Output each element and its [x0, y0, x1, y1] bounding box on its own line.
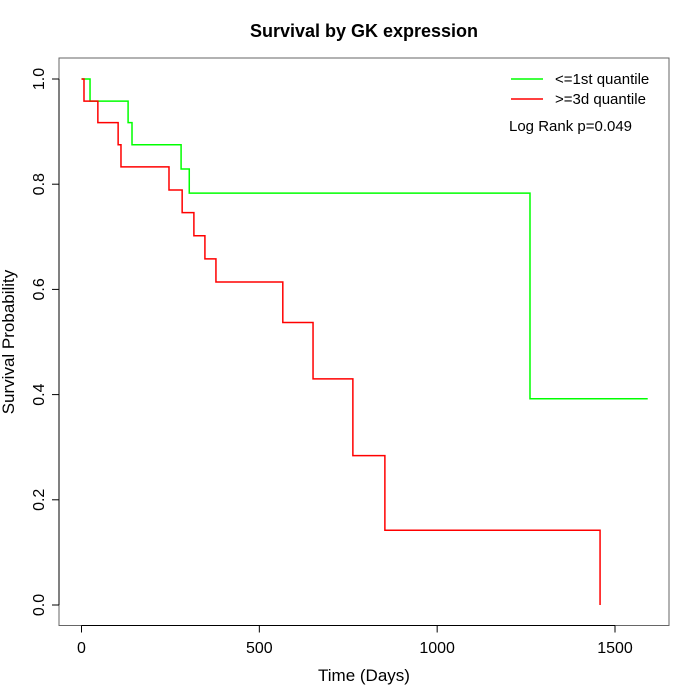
x-tick-label: 1000 — [419, 640, 455, 657]
plot-frame — [58, 57, 670, 626]
log-rank-annotation: Log Rank p=0.049 — [509, 118, 632, 135]
y-tick-label: 0.2 — [31, 489, 48, 511]
curve-high-quantile — [81, 78, 601, 605]
x-axis-label: Time (Days) — [318, 666, 410, 685]
y-tick-label: 0.0 — [31, 594, 48, 616]
chart-title: Survival by GK expression — [250, 21, 478, 41]
legend-label-low: <=1st quantile — [555, 71, 649, 88]
y-axis-label: Survival Probability — [0, 269, 18, 414]
y-axis: 0.0 0.2 0.4 0.6 0.8 1.0 — [31, 68, 60, 616]
y-tick-label: 1.0 — [31, 68, 48, 90]
y-tick-label: 0.8 — [31, 173, 48, 195]
legend-label-high: >=3d quantile — [555, 91, 646, 108]
legend: <=1st quantile >=3d quantile Log Rank p=… — [509, 71, 649, 135]
x-tick-label: 1500 — [597, 640, 633, 657]
x-axis: 0 500 1000 1500 — [77, 625, 633, 657]
y-tick-label: 0.4 — [31, 383, 48, 405]
y-tick-label: 0.6 — [31, 278, 48, 300]
x-tick-label: 500 — [246, 640, 273, 657]
x-tick-label: 0 — [77, 640, 86, 657]
survival-curves — [81, 78, 648, 605]
